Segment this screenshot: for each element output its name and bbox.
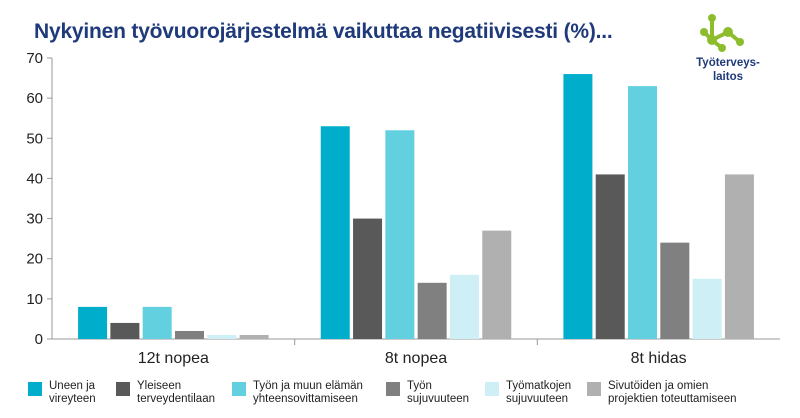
bar	[417, 282, 447, 339]
bar	[724, 174, 754, 339]
legend-item: Työn ja muun elämän yhteensovittamiseen	[232, 380, 363, 406]
bar	[110, 322, 140, 339]
legend-item: Sivutöiden ja omien projektien toteuttam…	[587, 380, 737, 406]
legend-label: Työn ja muun elämän yhteensovittamiseen	[253, 380, 363, 405]
legend-item: Uneen ja vireyteen	[28, 380, 96, 406]
legend-label: Työmatkojen sujuvuuteen	[506, 380, 572, 405]
bar	[660, 242, 690, 339]
legend-item: Yleiseen terveydentilaan	[116, 380, 215, 406]
bar	[78, 306, 108, 339]
legend-swatch	[485, 382, 499, 396]
chart-title: Nykyinen työvuorojärjestelmä vaikuttaa n…	[34, 20, 613, 43]
bar	[628, 86, 658, 339]
legend-swatch	[28, 382, 42, 396]
logo-icon	[700, 14, 744, 52]
legend-label: Sivutöiden ja omien projektien toteuttam…	[608, 380, 737, 405]
legend-swatch	[386, 382, 400, 396]
y-tick-label: 40	[26, 170, 43, 187]
bar	[207, 334, 237, 339]
x-category-label: 8t hidas	[631, 350, 687, 367]
bar	[449, 274, 479, 339]
bars-layer	[78, 74, 754, 340]
bar	[692, 278, 722, 339]
bar	[353, 218, 383, 339]
bar	[320, 126, 350, 339]
y-tick-label: 20	[26, 251, 43, 268]
bar-chart: 0 10 20 30 40 50 60 70 12t nopea 8t nopea 8t hidas	[26, 50, 780, 367]
y-tick-label: 70	[26, 50, 43, 67]
bar	[174, 330, 204, 339]
legend-swatch	[587, 382, 601, 396]
bar	[239, 334, 269, 339]
bar	[482, 230, 512, 339]
legend-label: Uneen ja vireyteen	[49, 380, 96, 405]
bar	[563, 74, 593, 340]
legend-label: Yleiseen terveydentilaan	[137, 380, 215, 405]
bar	[595, 174, 625, 339]
legend-item: Työn sujuvuuteen	[386, 380, 469, 406]
legend-item: Työmatkojen sujuvuuteen	[485, 380, 571, 406]
x-category-label: 12t nopea	[138, 350, 209, 367]
bar	[385, 130, 415, 339]
legend: Uneen ja vireyteen Yleiseen terveydentila…	[0, 380, 800, 418]
logo-text: Työterveys- laitos	[696, 57, 760, 83]
axis-layer: 0 10 20 30 40 50 60 70 12t nopea 8t nopea 8t hidas	[26, 50, 780, 367]
y-tick-label: 60	[26, 90, 43, 107]
y-tick-label: 10	[26, 291, 43, 308]
legend-swatch	[116, 382, 130, 396]
bar	[142, 306, 172, 339]
legend-label: Työn sujuvuuteen	[407, 380, 470, 405]
y-tick-label: 30	[26, 211, 43, 228]
y-tick-label: 0	[35, 331, 43, 348]
legend-swatch	[232, 382, 246, 396]
y-tick-label: 50	[26, 130, 43, 147]
x-category-label: 8t nopea	[385, 350, 447, 367]
